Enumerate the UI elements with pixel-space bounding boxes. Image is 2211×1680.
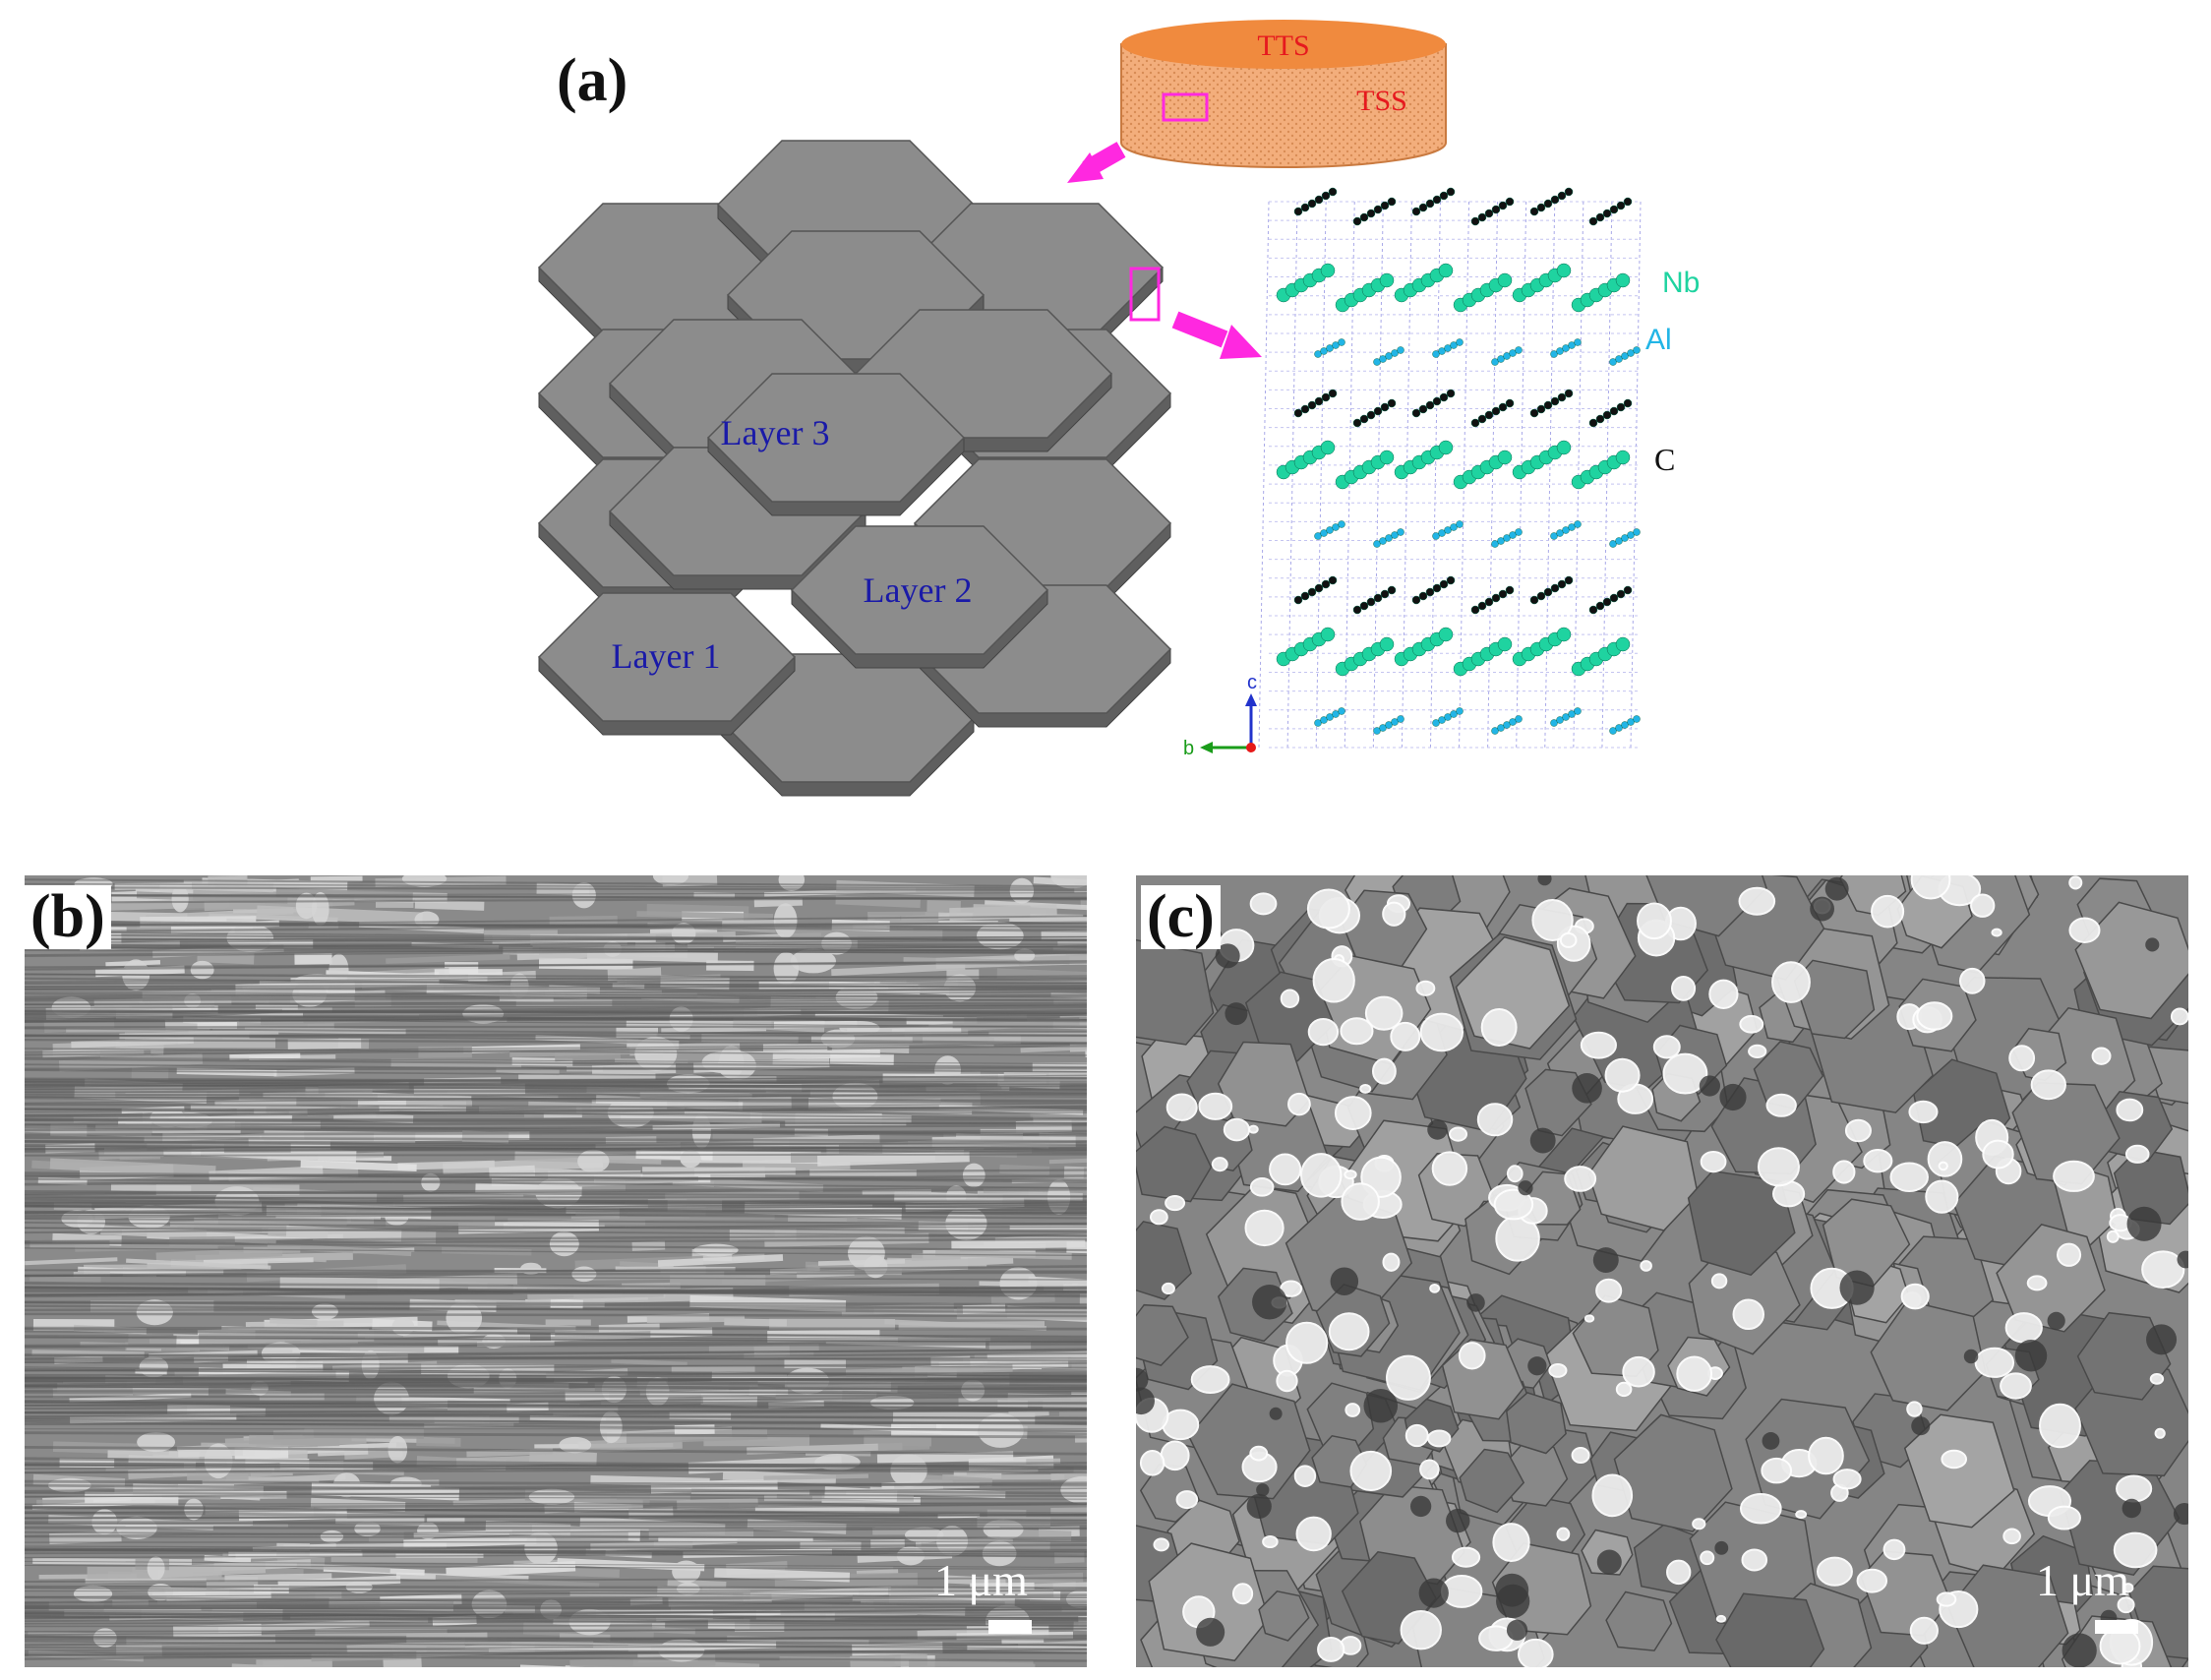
layer-2-label: Layer 2 <box>864 570 973 610</box>
element-c-label: C <box>1654 442 1675 477</box>
crystal-structure <box>1258 187 1642 749</box>
axis-b-label: b <box>1183 738 1194 759</box>
panel-c-texture <box>1136 875 2188 1667</box>
panel-c-scale-bar <box>2095 1620 2138 1634</box>
layer-1-label: Layer 1 <box>612 636 721 676</box>
hexagon-face <box>706 373 966 503</box>
panel-b-sem-image: 1 μm <box>25 875 1087 1667</box>
sample-disc: TTS TSS <box>1120 20 1447 168</box>
disc-selection-box <box>1162 92 1209 122</box>
panel-c-scale-text: 1 μm <box>2036 1555 2129 1605</box>
disc-side-label: TSS <box>1356 85 1407 117</box>
axis-triad: c b <box>1183 672 1257 759</box>
panel-b-label: (b) <box>25 884 111 950</box>
panel-a-figure: TTS TSS Layer 3 Layer 2 Layer 1 Nb Al C … <box>537 20 1700 797</box>
panel-a-label: (a) <box>551 48 634 114</box>
axis-c-label: c <box>1247 672 1257 693</box>
element-nb-label: Nb <box>1662 267 1700 299</box>
arrow-hex-to-crystal <box>1171 311 1262 359</box>
hexagon-face <box>790 525 1049 655</box>
panel-c-label: (c) <box>1141 884 1221 950</box>
element-al-label: Al <box>1645 324 1672 356</box>
panel-b-texture <box>25 875 1087 1667</box>
panel-b-scale-text: 1 μm <box>934 1555 1028 1605</box>
disc-top-label: TTS <box>1257 30 1309 62</box>
panel-b-scale-bar <box>988 1620 1032 1634</box>
hex-selection-box <box>1129 267 1161 322</box>
arrow-disc-to-hex <box>1067 142 1126 183</box>
panel-c-sem-image: 1 μm <box>1136 875 2188 1667</box>
layer-3-label: Layer 3 <box>721 413 830 452</box>
hexagon-face <box>537 592 797 722</box>
hexagon-stack <box>537 140 1172 797</box>
